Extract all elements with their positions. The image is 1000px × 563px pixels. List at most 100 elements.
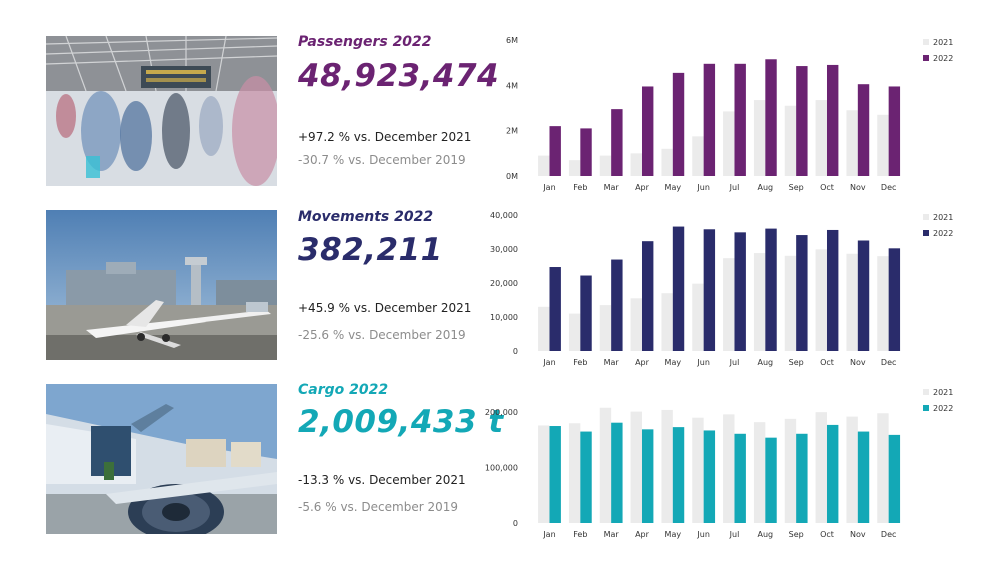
bar-2022-sep — [796, 433, 808, 523]
passengers-title: Passengers 2022 — [298, 34, 432, 50]
bar-2021-feb — [568, 313, 581, 351]
cargo-bar-chart: 0 100,000 200,000 Jan Feb Mar Apr May Jun Jul Aug S… — [485, 388, 953, 539]
movements-bar-chart: 0 10,000 20,000 30,000 40,000 Jan Feb Mar Apr May… — [490, 211, 953, 367]
x-tick-label: May — [665, 530, 682, 539]
x-tick-label: Jun — [696, 358, 710, 367]
y-tick-label: 100,000 — [485, 464, 518, 473]
passengers-value: 48,923,474 — [298, 58, 500, 94]
bar-2021-aug — [753, 100, 766, 176]
bar-2022-may — [672, 226, 685, 351]
x-tick-label: Apr — [635, 358, 650, 367]
x-tick-label: Sep — [789, 358, 804, 367]
bar-2022-sep — [796, 235, 808, 351]
bar-2022-aug — [765, 228, 777, 351]
x-tick-label: Dec — [881, 358, 896, 367]
bar-2021-feb — [568, 160, 581, 176]
bar-2022-feb — [580, 128, 592, 176]
bar-2022-sep — [796, 66, 808, 176]
passengers-bar-chart: 0M 2M 4M 6M Jan Feb Mar Apr May Jun Jul Aug Sep Oct No… — [506, 36, 953, 192]
bar-2021-aug — [753, 422, 766, 523]
bar-2021-aug — [753, 253, 766, 351]
x-tick-label: Jan — [542, 530, 555, 539]
bar-2021-oct — [815, 249, 827, 351]
x-tick-label: May — [665, 183, 682, 192]
bar-2021-sep — [784, 255, 797, 351]
bar-2022-jun — [703, 229, 716, 351]
bar-2022-jan — [549, 426, 561, 523]
bar-2022-jan — [549, 126, 561, 176]
bar-2022-nov — [857, 431, 870, 523]
legend-label-2021: 2021 — [933, 38, 953, 47]
bar-2022-aug — [765, 437, 777, 523]
y-tick-label: 30,000 — [490, 245, 518, 254]
terminal-hall-image — [46, 36, 277, 186]
y-tick-label: 0M — [506, 172, 518, 181]
x-tick-label: Feb — [573, 358, 587, 367]
x-tick-label: Jun — [696, 183, 710, 192]
cargo-title: Cargo 2022 — [298, 382, 389, 398]
x-tick-label: Feb — [573, 530, 587, 539]
bar-2022-jan — [549, 267, 561, 351]
x-tick-label: Mar — [604, 183, 620, 192]
bar-2021-jun — [692, 283, 704, 351]
bar-2021-mar — [599, 305, 612, 351]
x-tick-label: Jan — [542, 358, 555, 367]
bar-2021-jan — [538, 306, 550, 351]
bar-2022-apr — [641, 86, 654, 176]
bar-2022-nov — [857, 240, 870, 351]
bar-2021-apr — [630, 298, 642, 351]
y-tick-label: 10,000 — [490, 313, 518, 322]
bar-2021-mar — [599, 407, 612, 523]
movements-title: Movements 2022 — [298, 209, 434, 225]
bar-2021-dec — [877, 114, 889, 176]
y-tick-label: 20,000 — [490, 279, 518, 288]
x-tick-label: Jan — [542, 183, 555, 192]
legend-swatch-2022 — [923, 230, 929, 236]
x-tick-label: Dec — [881, 183, 896, 192]
x-tick-label: Nov — [850, 358, 866, 367]
cargo-photo — [46, 384, 277, 534]
x-tick-label: Aug — [758, 183, 774, 192]
bar-2021-may — [661, 148, 673, 176]
x-tick-label: Aug — [758, 358, 774, 367]
x-tick-label: May — [665, 358, 682, 367]
bar-2022-jul — [734, 232, 746, 351]
bar-2021-dec — [877, 413, 889, 523]
x-tick-label: Jul — [729, 183, 740, 192]
bar-2021-oct — [815, 412, 827, 523]
bar-2021-dec — [877, 256, 889, 351]
bar-2021-sep — [784, 105, 797, 176]
bar-2021-sep — [784, 418, 797, 523]
bar-2022-may — [672, 72, 685, 176]
bar-2021-oct — [815, 100, 827, 176]
x-tick-label: Feb — [573, 183, 587, 192]
legend-swatch-2022 — [923, 55, 929, 61]
y-tick-label: 2M — [506, 127, 518, 136]
bar-2021-nov — [846, 416, 858, 523]
x-tick-label: Jul — [729, 358, 740, 367]
bar-2021-mar — [599, 155, 612, 176]
legend-swatch-2021 — [923, 214, 929, 220]
y-tick-label: 0 — [513, 519, 518, 528]
bar-2022-apr — [641, 429, 654, 523]
bar-2022-mar — [611, 422, 623, 523]
bar-2022-feb — [580, 431, 592, 523]
passengers-change-2019: -30.7 % vs. December 2019 — [298, 153, 466, 167]
bar-2022-may — [672, 427, 685, 523]
bar-2021-may — [661, 409, 673, 523]
legend-label-2021: 2021 — [933, 213, 953, 222]
legend-swatch-2021 — [923, 389, 929, 395]
bar-2022-aug — [765, 59, 777, 177]
bar-2022-dec — [888, 248, 901, 351]
bar-2022-mar — [611, 259, 623, 351]
passengers-chart: 0M 2M 4M 6M Jan Feb Mar Apr May Jun Jul Aug Sep Oct No… — [490, 28, 960, 193]
bar-2021-jun — [692, 136, 704, 176]
bar-2022-oct — [826, 229, 839, 351]
bar-2022-jun — [703, 430, 716, 523]
x-tick-label: Jul — [729, 530, 740, 539]
bar-2021-jun — [692, 417, 704, 523]
legend-label-2022: 2022 — [933, 404, 953, 413]
bar-2021-nov — [846, 253, 858, 351]
bar-2021-feb — [568, 423, 581, 523]
movements-photo — [46, 210, 277, 360]
